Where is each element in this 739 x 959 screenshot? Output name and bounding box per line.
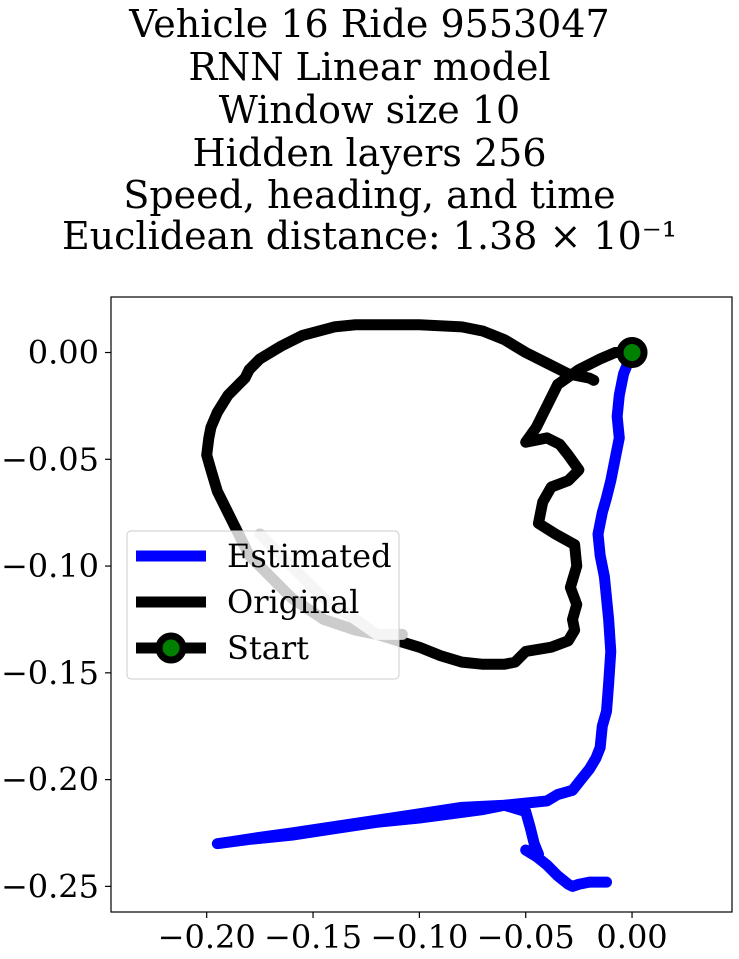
legend-label: Original [227, 583, 359, 621]
title-line-2: RNN Linear model [188, 45, 551, 89]
title-line-1: Vehicle 16 Ride 9553047 [129, 2, 610, 46]
title-line-5: Speed, heading, and time [123, 173, 616, 217]
y-tick-label: −0.20 [1, 761, 99, 799]
title-line-3: Window size 10 [218, 88, 521, 132]
legend-label: Estimated [227, 537, 392, 575]
x-axis: −0.20 −0.15 −0.10 −0.05 0.00 [158, 912, 668, 956]
legend-box [126, 530, 400, 680]
title-line-4: Hidden layers 256 [192, 131, 547, 175]
x-tick-label: 0.00 [596, 918, 667, 956]
plot-frame [110, 296, 733, 913]
x-tick-label: −0.05 [477, 918, 575, 956]
x-tick-label: −0.20 [158, 918, 256, 956]
y-tick-label: −0.25 [1, 867, 99, 905]
series-estimated-line [211, 347, 638, 892]
y-tick-label: −0.15 [1, 654, 99, 692]
y-tick-label: 0.00 [28, 334, 99, 372]
x-tick-label: −0.10 [370, 918, 468, 956]
y-axis: 0.00 −0.05 −0.10 −0.15 −0.20 −0.25 [1, 334, 111, 905]
y-tick-label: −0.10 [1, 547, 99, 585]
title-line-6: Euclidean distance: 1.38 × 10⁻¹ [61, 214, 678, 258]
y-tick-label: −0.05 [1, 440, 99, 478]
start-marker [616, 337, 648, 369]
legend-label: Start [227, 629, 309, 667]
chart-title: Vehicle 16 Ride 9553047 RNN Linear model… [0, 0, 739, 260]
legend: Estimated Original Start [126, 530, 400, 680]
legend-start-marker [155, 632, 187, 664]
x-tick-label: −0.15 [264, 918, 362, 956]
